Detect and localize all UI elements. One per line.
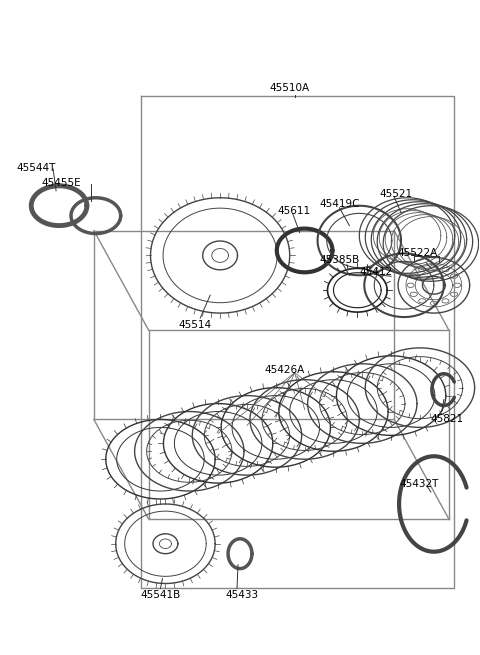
Text: 45544T: 45544T [16,163,56,173]
Text: 45510A: 45510A [270,83,310,94]
Text: 45514: 45514 [179,320,212,330]
Text: 45521: 45521 [379,189,412,199]
Text: 45611: 45611 [278,206,311,215]
Text: 45426A: 45426A [265,365,305,375]
Text: 45419C: 45419C [320,198,360,209]
Text: 45455E: 45455E [41,178,81,188]
Text: 45432T: 45432T [399,479,438,489]
Text: 45385B: 45385B [320,255,360,265]
Text: 45522A: 45522A [397,248,437,259]
Text: 45433: 45433 [225,590,258,601]
Text: 45821: 45821 [431,415,464,424]
Text: 45541B: 45541B [141,590,181,601]
Text: 45412: 45412 [360,267,393,277]
